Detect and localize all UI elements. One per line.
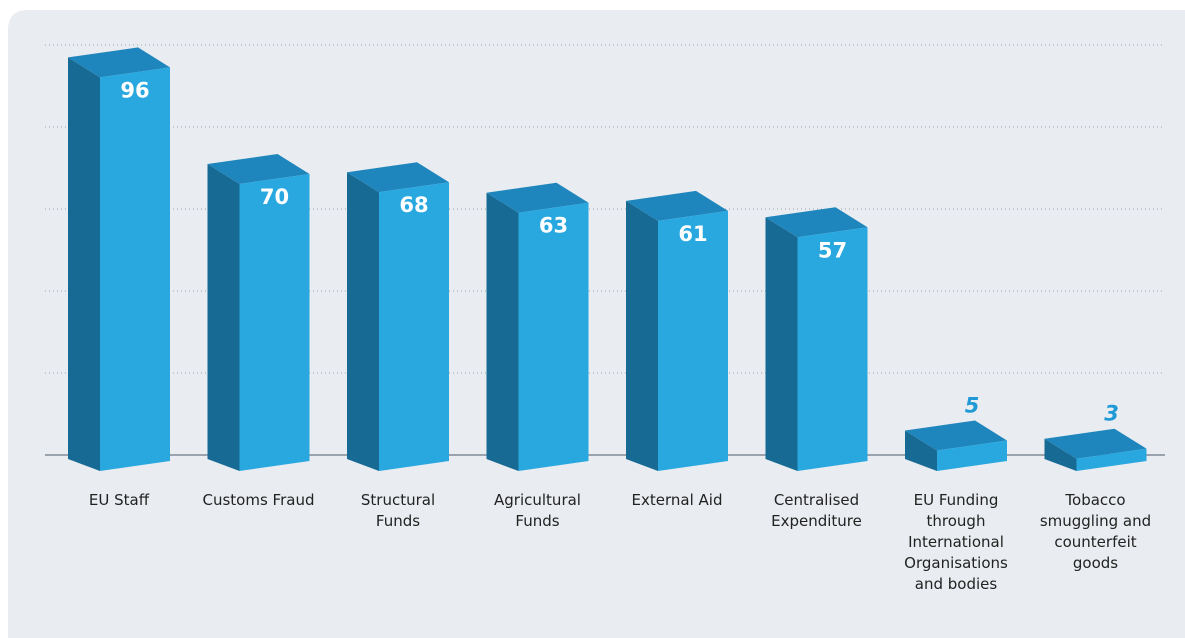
- bar: [68, 47, 170, 472]
- bar-front: [100, 67, 170, 472]
- bar-front: [379, 182, 449, 471]
- value-label: 61: [678, 222, 707, 246]
- bar-top: [626, 190, 728, 221]
- bar: [1044, 428, 1147, 471]
- bar-side: [765, 217, 798, 471]
- bar-top: [1044, 428, 1147, 459]
- x-tick-label: Tobacco smuggling and counterfeit goods: [1039, 491, 1152, 572]
- bar-top: [207, 154, 310, 184]
- bar-top: [486, 182, 589, 213]
- bar-side: [207, 164, 240, 471]
- bar-side: [626, 200, 658, 471]
- bar-top: [765, 207, 868, 238]
- bar-side: [68, 57, 100, 472]
- bar: [347, 162, 449, 471]
- x-tick-label: Centralised Expenditure: [771, 491, 862, 530]
- value-label: 3: [1104, 402, 1119, 426]
- bar-side: [905, 430, 937, 471]
- x-tick-label: EU Funding through International Organis…: [904, 491, 1008, 593]
- x-tick-label: Agricultural Funds: [494, 491, 581, 530]
- x-tick-label: Structural Funds: [360, 491, 436, 530]
- x-tick-label: Customs Fraud: [202, 491, 315, 509]
- bar: [626, 190, 728, 471]
- bar-front: [658, 210, 728, 471]
- bar-top: [68, 47, 170, 78]
- value-label: 68: [399, 193, 428, 217]
- bar-side: [1044, 438, 1077, 471]
- panel: [8, 10, 1185, 638]
- bar-front: [518, 202, 589, 471]
- value-label: 5: [965, 394, 980, 418]
- bar-front: [239, 174, 310, 471]
- x-tick-label: EU Staff: [88, 491, 150, 509]
- value-label: 70: [260, 185, 289, 209]
- bar: [486, 182, 589, 471]
- bar-top: [347, 162, 449, 193]
- bar-front: [797, 227, 868, 471]
- bar-side: [486, 192, 519, 471]
- bar-front: [1076, 448, 1147, 471]
- value-label: 96: [120, 78, 149, 102]
- bar: [207, 154, 310, 471]
- bar: [905, 420, 1007, 471]
- value-label: 63: [539, 214, 568, 238]
- bar: [765, 207, 868, 471]
- bar-front: [937, 440, 1007, 471]
- bar-side: [347, 172, 379, 471]
- bar-top: [905, 420, 1007, 451]
- x-tick-label: External Aid: [631, 491, 723, 509]
- value-label: 57: [818, 238, 847, 262]
